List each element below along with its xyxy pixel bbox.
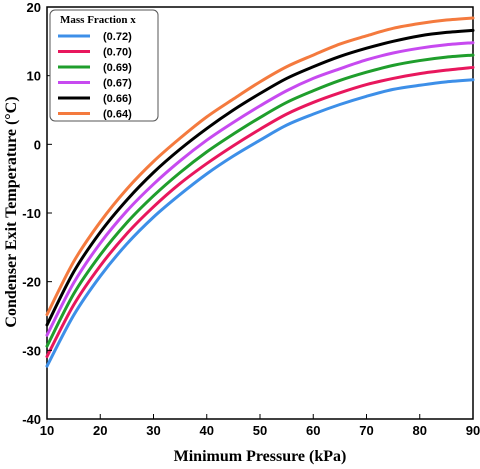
x-axis-label: Minimum Pressure (kPa): [174, 448, 347, 465]
legend-title: Mass Fraction x: [60, 14, 136, 26]
series-line-0.67: [45, 41, 475, 337]
y-tick-label: 0: [34, 137, 41, 152]
x-tick-label: 10: [40, 423, 54, 438]
legend-label: (0.64): [103, 109, 132, 121]
series-line-0.66: [45, 28, 475, 327]
series-lines: [45, 16, 475, 368]
axis-ticks: 10 20 30 40 50 60 70 80 90 -40 -30 -20 -10 0 10 20: [22, 0, 480, 438]
y-tick-label: 10: [27, 69, 41, 84]
series-line-0.70: [45, 65, 475, 359]
legend-label: (0.69): [103, 62, 132, 74]
x-tick-label: 20: [93, 423, 107, 438]
y-tick-label: -10: [22, 206, 41, 221]
x-tick-label: 80: [413, 423, 427, 438]
series-line-0.64: [45, 16, 475, 317]
legend-label: (0.70): [103, 47, 132, 59]
y-tick-label: 20: [27, 0, 41, 15]
y-tick-label: -20: [22, 275, 41, 290]
x-tick-label: 70: [359, 423, 373, 438]
legend-items: (0.72) (0.70) (0.69) (0.67) (0.66) (0.64): [58, 31, 132, 121]
x-tick-label: 40: [200, 423, 214, 438]
legend: Mass Fraction x (0.72) (0.70) (0.69) (0.67)…: [49, 9, 159, 122]
y-tick-label: -40: [22, 412, 41, 427]
legend-label: (0.72): [103, 31, 132, 43]
y-axis-label: Condenser Exit Temperature (°C): [3, 96, 20, 327]
legend-label: (0.66): [103, 93, 132, 105]
x-tick-label: 50: [253, 423, 267, 438]
x-tick-label: 90: [466, 423, 480, 438]
legend-box: [49, 9, 159, 122]
x-tick-label: 60: [306, 423, 320, 438]
series-line-0.72: [45, 78, 475, 368]
series-line-0.69: [45, 53, 475, 348]
x-tick-label: 30: [146, 423, 160, 438]
legend-label: (0.67): [103, 78, 132, 90]
y-tick-label: -30: [22, 343, 41, 358]
